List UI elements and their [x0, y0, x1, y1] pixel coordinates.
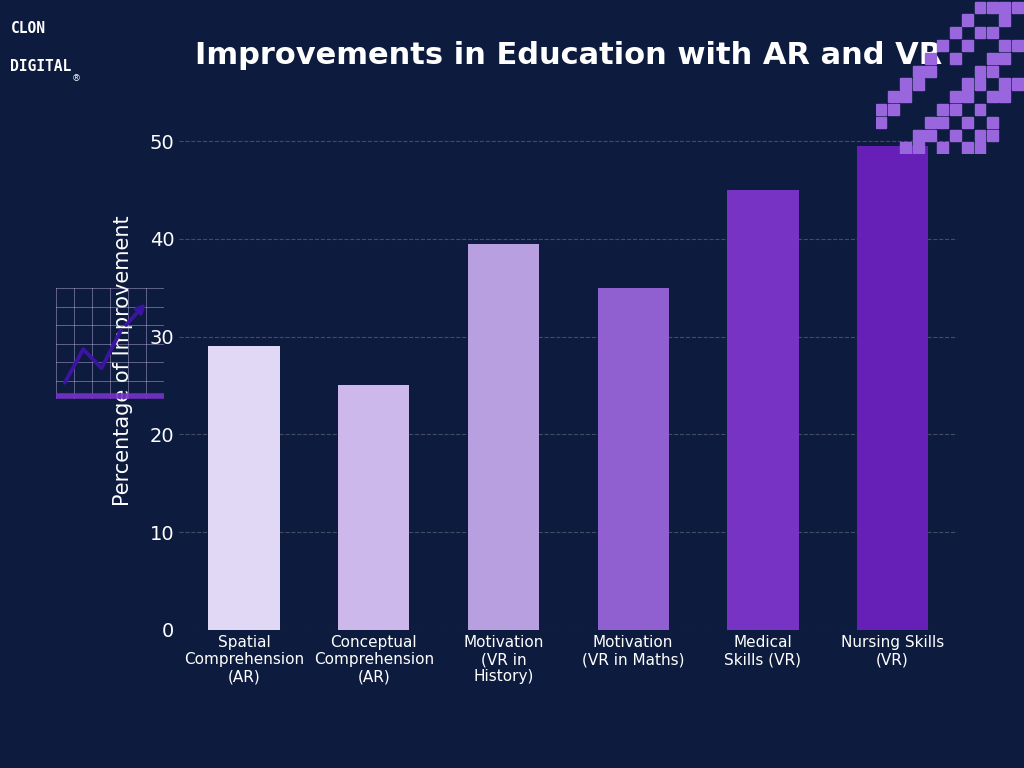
Bar — [987, 91, 997, 102]
Text: DIGITAL: DIGITAL — [10, 58, 72, 74]
Bar — [1012, 40, 1023, 51]
Bar — [912, 130, 924, 141]
Text: CLON: CLON — [10, 22, 45, 36]
Bar — [999, 78, 1010, 90]
Bar — [963, 78, 973, 90]
Bar — [937, 142, 948, 154]
Bar — [987, 65, 997, 77]
Bar — [338, 386, 410, 630]
Bar — [900, 91, 911, 102]
Bar — [963, 40, 973, 51]
Bar — [912, 65, 924, 77]
Bar — [209, 346, 280, 630]
Bar — [975, 78, 985, 90]
Bar — [912, 142, 924, 154]
Bar — [975, 104, 985, 115]
Bar — [987, 130, 997, 141]
Bar — [888, 91, 899, 102]
Bar — [975, 27, 985, 38]
Bar — [950, 91, 961, 102]
Bar — [999, 40, 1010, 51]
Bar — [963, 91, 973, 102]
Bar — [937, 104, 948, 115]
Bar — [950, 104, 961, 115]
Bar — [950, 27, 961, 38]
Bar — [987, 2, 997, 13]
Bar — [925, 53, 936, 64]
Bar — [925, 130, 936, 141]
Bar — [937, 117, 948, 128]
Bar — [987, 53, 997, 64]
Bar — [912, 78, 924, 90]
Bar — [999, 15, 1010, 25]
Bar — [963, 15, 973, 25]
Y-axis label: Percentage of Improvement: Percentage of Improvement — [113, 216, 133, 506]
Bar — [975, 130, 985, 141]
Bar — [925, 117, 936, 128]
Bar — [987, 27, 997, 38]
Bar — [925, 65, 936, 77]
Bar — [999, 91, 1010, 102]
Bar — [975, 142, 985, 154]
Bar — [900, 78, 911, 90]
Bar — [950, 130, 961, 141]
Bar — [987, 117, 997, 128]
Bar — [857, 146, 928, 630]
Bar — [1012, 78, 1023, 90]
Bar — [963, 142, 973, 154]
Bar — [975, 65, 985, 77]
Bar — [876, 117, 887, 128]
Bar — [597, 288, 669, 630]
Title: Improvements in Education with AR and VR: Improvements in Education with AR and VR — [195, 41, 942, 71]
Bar — [468, 243, 539, 630]
Bar — [975, 2, 985, 13]
Bar — [900, 142, 911, 154]
Bar — [727, 190, 799, 630]
Bar — [888, 104, 899, 115]
Bar — [1012, 2, 1023, 13]
Bar — [876, 104, 887, 115]
Bar — [999, 53, 1010, 64]
Bar — [963, 117, 973, 128]
Text: ®: ® — [73, 74, 81, 83]
Bar — [999, 2, 1010, 13]
Bar — [937, 40, 948, 51]
Bar — [950, 53, 961, 64]
